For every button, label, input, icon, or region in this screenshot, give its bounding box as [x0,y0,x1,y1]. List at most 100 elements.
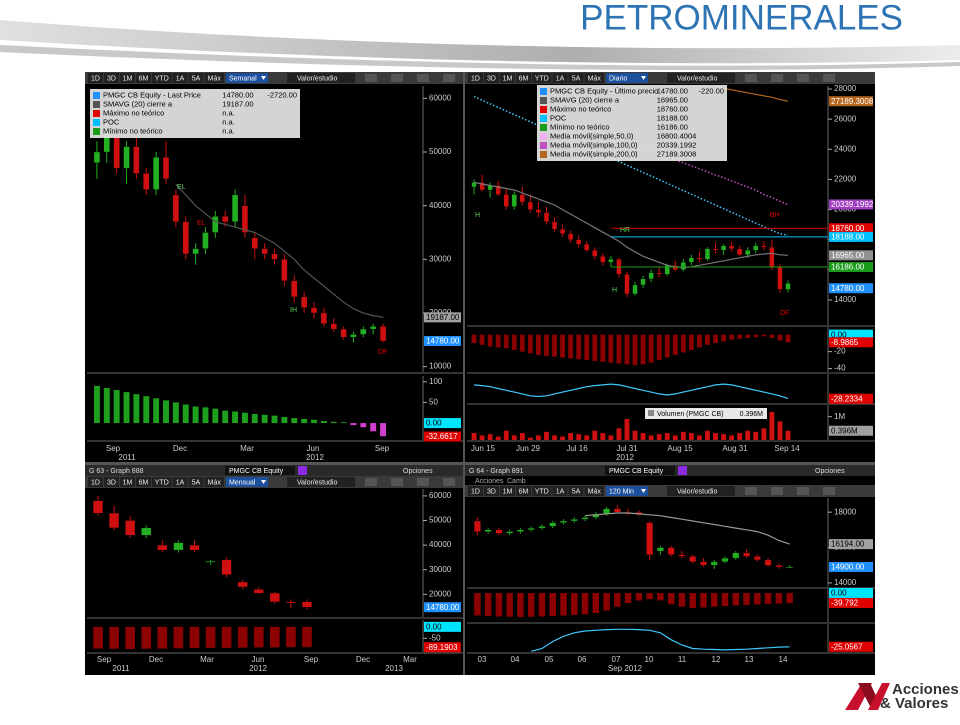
histogram-bar [552,334,557,357]
price-tag [424,642,461,653]
study-button[interactable] [287,477,355,487]
histogram-bar [700,593,707,608]
options[interactable]: Opciones [815,468,845,475]
tool-icon[interactable] [745,487,757,495]
tab[interactable]: Camb [507,478,526,485]
range-button[interactable] [172,73,188,83]
tool-icon[interactable] [771,74,783,82]
range-button[interactable] [120,477,135,487]
range-button[interactable] [136,477,151,487]
study-button[interactable] [287,73,355,83]
range-button[interactable] [500,486,515,496]
candle-body [173,542,184,551]
candle-body [657,547,664,552]
histogram-bar [664,334,670,358]
volume-bar [648,435,654,440]
tool-icon[interactable] [365,74,377,82]
range-button[interactable] [468,73,483,83]
range-button[interactable] [172,477,188,487]
tool-icon[interactable] [797,74,809,82]
tab[interactable]: Acciones [475,478,504,485]
tool-icon[interactable] [443,74,455,82]
range-button[interactable] [568,486,584,496]
options[interactable]: Opciones [403,468,433,475]
volume-bar [785,430,791,440]
period-select[interactable] [606,73,648,83]
study-button[interactable] [667,486,735,496]
candle-body [261,248,268,255]
range-button-label: YTD [535,75,549,82]
candle-body [737,248,743,255]
price-tag-label: 18760.00 [831,224,865,233]
price-tag-label: 19187.00 [426,313,460,322]
tool-icon[interactable] [823,487,835,495]
histogram-bar [320,421,327,424]
range-button[interactable] [584,73,605,83]
range-button[interactable] [188,477,204,487]
legend-swatch [540,115,547,122]
range-button[interactable] [120,73,135,83]
range-button-label: Máx [588,488,602,495]
range-button[interactable] [568,73,584,83]
period-select[interactable] [606,486,648,496]
range-button[interactable] [584,486,605,496]
tool-icon[interactable] [391,74,403,82]
range-button[interactable] [88,477,103,487]
range-button[interactable] [104,477,119,487]
tool-icon[interactable] [391,478,403,486]
range-button[interactable] [204,477,225,487]
price-tag [424,602,461,613]
candle-body [667,547,675,555]
range-button[interactable] [104,73,119,83]
range-button[interactable] [152,73,172,83]
candle-body [640,278,646,286]
study-button[interactable] [667,73,735,83]
range-button[interactable] [500,73,515,83]
study-label: Valor/estudio [297,479,337,486]
tool-icon[interactable] [823,74,835,82]
histogram-bar [527,334,533,354]
range-button[interactable] [532,73,552,83]
candle-body [775,565,783,568]
range-button[interactable] [484,73,499,83]
range-button[interactable] [204,73,225,83]
tool-icon[interactable] [745,74,757,82]
x-tick-label: Dec [149,655,163,664]
security-flag [298,466,307,475]
tool-icon[interactable] [365,478,377,486]
candle-body [370,326,377,330]
tool-icon[interactable] [417,478,429,486]
range-button[interactable] [188,73,204,83]
range-button-label: 5A [192,479,201,486]
tool-icon[interactable] [797,487,809,495]
candle-body [330,323,337,330]
candle-body [192,248,199,255]
range-button[interactable] [552,73,568,83]
price-tag [829,641,873,652]
tool-icon[interactable] [443,478,455,486]
range-button[interactable] [484,486,499,496]
histogram-bar [678,593,686,607]
range-button-label: 1A [556,488,565,495]
period-select[interactable] [226,73,268,83]
tick-label: -50 [429,633,441,642]
period-select[interactable] [226,477,268,487]
range-button[interactable] [516,73,531,83]
range-button[interactable] [532,486,552,496]
candle-body [745,250,751,255]
range-button[interactable] [552,486,568,496]
candle-body [93,151,101,163]
candle-body [600,256,606,263]
range-button[interactable] [136,73,151,83]
price-tag [424,335,461,346]
range-button[interactable] [152,477,172,487]
tool-icon[interactable] [771,487,783,495]
period-label: Mensual [229,479,256,486]
range-button[interactable] [468,486,483,496]
range-button[interactable] [88,73,103,83]
candle-body [222,216,229,222]
range-button[interactable] [516,486,531,496]
histogram-bar [192,406,199,424]
histogram-bar [581,593,589,615]
tool-icon[interactable] [417,74,429,82]
